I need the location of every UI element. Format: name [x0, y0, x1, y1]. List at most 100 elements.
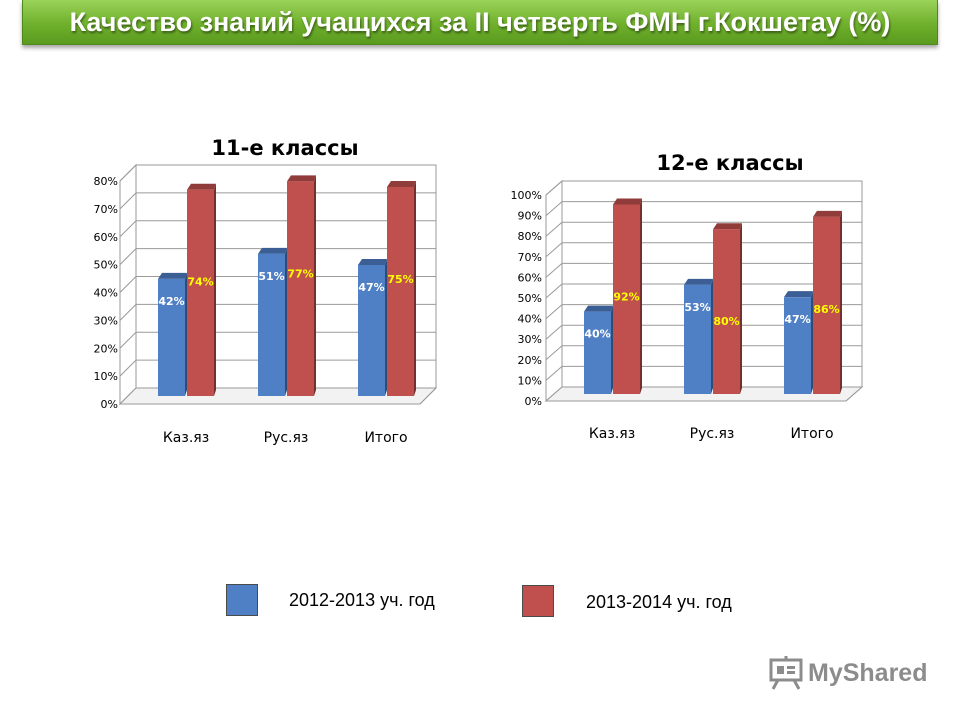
chart-1-tick-label: 60%: [94, 231, 118, 244]
chart-1-tick-label: 80%: [94, 175, 118, 188]
chart-2-tick-label: 40%: [518, 313, 542, 326]
chart-2-bar-3-series-2: [813, 216, 840, 394]
chart-1-gridline: [119, 164, 436, 182]
chart-2-tick-label: 0%: [525, 395, 542, 408]
chart-1-data-label: 75%: [387, 273, 413, 286]
legend-swatch-series-2: [522, 585, 554, 617]
chart-1-bar-side: [385, 258, 387, 396]
chart-1-bar-3-series-1: [358, 264, 385, 396]
chart-2-bar-top: [813, 210, 842, 217]
chart-1-gridline: [119, 248, 436, 265]
chart-2-bar-side: [640, 198, 642, 394]
chart-1-category-label: Итого: [364, 430, 407, 446]
chart-2-gridline: [545, 365, 862, 381]
presentation-board-icon: [769, 656, 803, 690]
chart-2-bar-side: [611, 305, 613, 394]
chart-1-gridline: [119, 303, 436, 321]
chart-2-bar-1-series-2: [613, 204, 640, 394]
chart-2-tick-label: 100%: [511, 189, 542, 202]
chart-1-bar-side: [314, 175, 316, 396]
chart-1-bar-side: [185, 272, 187, 396]
chart-1-tick-label: 30%: [94, 314, 118, 327]
legend-label-series-1: 2012-2013 уч. год: [289, 590, 435, 610]
chart-1-bar-1-series-2: [187, 189, 214, 396]
chart-1-gridline: [119, 359, 436, 377]
chart-2-title: 12-е классы: [656, 151, 803, 175]
chart-1-tick-label: 20%: [94, 342, 118, 355]
chart-2-gridline: [545, 283, 862, 299]
chart-1-gridline: [119, 192, 436, 210]
chart-2-bar-top: [684, 278, 713, 285]
chart-2-gridline: [545, 345, 862, 361]
chart-2-bar-top: [784, 291, 813, 298]
chart-2-bar-2-series-2: [713, 229, 740, 394]
chart-2-gridline: [545, 180, 862, 196]
chart-2-tick-label: 60%: [518, 271, 542, 284]
chart-2-bar-side: [840, 210, 842, 394]
chart-2-gridline: [545, 304, 862, 319]
chart-1-tick-label: 10%: [94, 370, 118, 383]
chart-2-floor-edge: [546, 386, 863, 402]
chart-2-tick-label: 50%: [518, 292, 542, 305]
chart-1-title: 11-е классы: [211, 136, 358, 160]
chart-1-data-label: 51%: [258, 270, 284, 283]
chart-2-bar-top: [584, 305, 613, 312]
chart-2-gridline: [545, 262, 862, 278]
chart-1-tick-label: 50%: [94, 259, 118, 272]
title-banner: Качество знаний учащихся за II четверть …: [22, 0, 938, 45]
chart-2-bar-3-series-1: [784, 297, 811, 394]
chart-2-tick-label: 10%: [518, 374, 542, 387]
chart-2-data-label: 47%: [784, 313, 810, 326]
chart-2-data-label: 53%: [684, 301, 710, 314]
chart-1-bar-top: [387, 180, 416, 187]
chart-2-gridline: [545, 221, 862, 237]
chart-1-bar-2-series-1: [258, 253, 285, 396]
chart-2-tick-label: 20%: [518, 354, 542, 367]
chart-1-data-label: 47%: [358, 281, 384, 294]
chart-1-gridline: [119, 276, 436, 293]
chart-2-tick-label: 80%: [518, 230, 542, 243]
chart-1-tick-label: 40%: [94, 287, 118, 300]
chart-1-gridline: [119, 220, 436, 238]
chart-2-gridline: [545, 242, 862, 258]
chart-2-category-label: Итого: [790, 426, 833, 442]
chart-1-bar-side: [214, 183, 216, 396]
chart-2-tick-label: 70%: [518, 251, 542, 264]
chart-2-bar-2-series-1: [684, 284, 711, 394]
chart-2-tick-label: 90%: [518, 210, 542, 223]
chart-1-gridline: [119, 331, 436, 349]
chart-2-data-label: 86%: [813, 303, 839, 316]
chart-1-floor-edge: [120, 387, 437, 405]
chart-2-bar-side: [711, 278, 713, 394]
chart-1-category-label: Каз.яз: [163, 430, 209, 446]
chart-1-tick-label: 70%: [94, 203, 118, 216]
chart-1-category-label: Рус.яз: [264, 430, 309, 446]
chart-1-data-label: 77%: [287, 267, 313, 280]
chart-1-data-label: 74%: [187, 276, 213, 289]
chart-1-bar-3-series-2: [387, 186, 414, 396]
chart-1-bar-top: [258, 247, 287, 254]
chart-2-bar-1-series-1: [584, 311, 611, 394]
chart-1-bar-top: [158, 272, 187, 279]
chart-1-tick-label: 0%: [101, 398, 118, 411]
chart-1-bar-top: [287, 175, 316, 182]
logo-text: MyShared: [808, 658, 928, 687]
chart-2-bar-side: [740, 223, 742, 394]
chart-1-bar-top: [187, 183, 216, 190]
chart-2-bar-top: [613, 198, 642, 205]
chart-1-bar-side: [285, 247, 287, 396]
chart-1-bar-side: [414, 180, 416, 396]
chart-2-gridline: [545, 201, 862, 216]
legend-label-series-2: 2013-2014 уч. год: [586, 592, 732, 612]
chart-2-data-label: 92%: [613, 290, 639, 303]
chart-2-bar-top: [713, 223, 742, 230]
chart-1-bar-2-series-2: [287, 181, 314, 396]
page-title: Качество знаний учащихся за II четверть …: [69, 6, 891, 37]
chart-2-data-label: 40%: [584, 328, 610, 341]
chart-2-data-label: 80%: [713, 315, 739, 328]
chart-2-category-label: Каз.яз: [589, 426, 635, 442]
chart-1-data-label: 42%: [158, 295, 184, 308]
chart-1-bar-1-series-1: [158, 278, 185, 396]
chart-2-gridline: [545, 324, 862, 340]
